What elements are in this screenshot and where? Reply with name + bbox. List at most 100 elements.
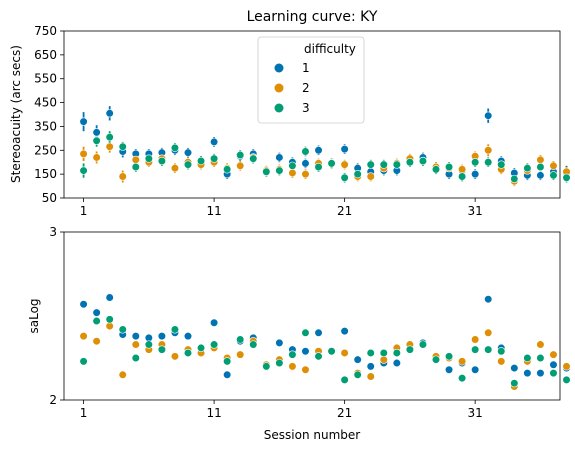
data-point: [340, 348, 349, 358]
y-tick-label: 2: [49, 393, 57, 407]
data-point: [314, 162, 323, 172]
data-point: [288, 161, 297, 170]
data-point: [562, 362, 571, 371]
x-tick-label: 31: [468, 204, 483, 218]
data-point: [79, 300, 88, 309]
data-point: [301, 147, 310, 156]
y-tick-label: 550: [34, 72, 57, 86]
legend-marker: [274, 83, 284, 93]
x-tick-label: 1: [80, 204, 88, 218]
data-point: [340, 375, 349, 384]
data-point: [170, 352, 180, 361]
data-point: [131, 155, 140, 164]
y-tick-label: 450: [34, 96, 57, 110]
data-point: [353, 370, 362, 379]
data-point: [157, 345, 166, 354]
data-point: [210, 154, 219, 163]
data-point: [79, 166, 88, 175]
data-point: [157, 156, 166, 166]
y-tick-label: 3: [49, 225, 57, 239]
data-point: [118, 142, 127, 151]
data-point: [144, 154, 153, 163]
data-point: [510, 379, 519, 388]
data-point: [301, 159, 310, 168]
data-point: [523, 369, 532, 378]
data-point: [105, 315, 114, 324]
data-point: [301, 365, 310, 374]
data-point: [249, 154, 258, 163]
data-point: [471, 158, 480, 167]
data-point: [79, 332, 88, 341]
data-point: [249, 340, 258, 349]
data-point: [392, 160, 401, 169]
legend-label: 1: [302, 61, 310, 75]
data-point: [497, 357, 506, 366]
data-point: [105, 109, 114, 118]
data-point: [79, 117, 88, 126]
data-point: [183, 160, 193, 169]
data-point: [301, 170, 310, 179]
data-point: [458, 374, 467, 383]
data-point: [92, 136, 101, 145]
y-tick-label: 150: [34, 167, 57, 181]
data-point: [314, 352, 323, 361]
data-point: [170, 325, 180, 334]
learning-curve-panel: Learning curve: KY 1 11 21 31 5015025035045…: [9, 9, 571, 218]
x-tick-label: 1: [80, 406, 88, 420]
data-point: [536, 353, 545, 363]
data-point: [536, 155, 545, 164]
y-tick-label: 650: [34, 48, 57, 62]
data-point: [549, 350, 558, 359]
y-axis-label: Stereoacuity (arc secs): [9, 45, 23, 183]
data-point: [301, 347, 310, 356]
data-point: [210, 340, 219, 349]
data-point: [223, 165, 232, 174]
data-point: [471, 170, 480, 179]
data-point: [484, 146, 493, 155]
data-point: [366, 348, 375, 358]
data-point: [392, 348, 401, 358]
y-tick-label: 50: [42, 191, 57, 205]
data-point: [444, 352, 454, 361]
data-point: [223, 357, 232, 366]
data-point: [562, 173, 571, 182]
y-tick-label: 250: [34, 143, 57, 157]
data-point: [523, 164, 532, 173]
data-point: [379, 160, 388, 169]
data-point: [353, 170, 362, 179]
x-tick-label: 11: [206, 406, 221, 420]
data-point: [288, 168, 297, 178]
data-point: [366, 362, 375, 371]
data-point: [340, 173, 349, 182]
data-point: [92, 316, 101, 326]
data-point: [118, 325, 127, 334]
data-point: [327, 347, 336, 356]
data-point: [523, 353, 532, 363]
data-point: [340, 160, 349, 169]
data-point: [549, 360, 558, 369]
data-point: [210, 137, 219, 147]
data-point: [366, 160, 375, 169]
data-point: [196, 343, 206, 353]
x-tick-label: 21: [337, 204, 352, 218]
data-point: [366, 172, 375, 181]
data-point: [536, 162, 545, 172]
data-point: [301, 328, 310, 337]
x-axis-label: Session number: [264, 428, 361, 442]
data-point: [236, 150, 245, 160]
data-point: [105, 293, 114, 302]
data-point: [314, 146, 323, 155]
data-point: [549, 161, 558, 170]
data-point: [471, 335, 480, 344]
data-point: [183, 348, 193, 358]
data-point: [471, 365, 480, 374]
data-point: [327, 159, 336, 168]
data-point: [170, 164, 180, 173]
data-point: [236, 161, 245, 170]
data-point: [353, 355, 362, 364]
data-point: [262, 167, 271, 176]
top-plot-frame: [63, 30, 561, 199]
data-point: [405, 158, 414, 167]
legend-title: difficulty: [304, 42, 356, 56]
data-point: [536, 171, 545, 180]
